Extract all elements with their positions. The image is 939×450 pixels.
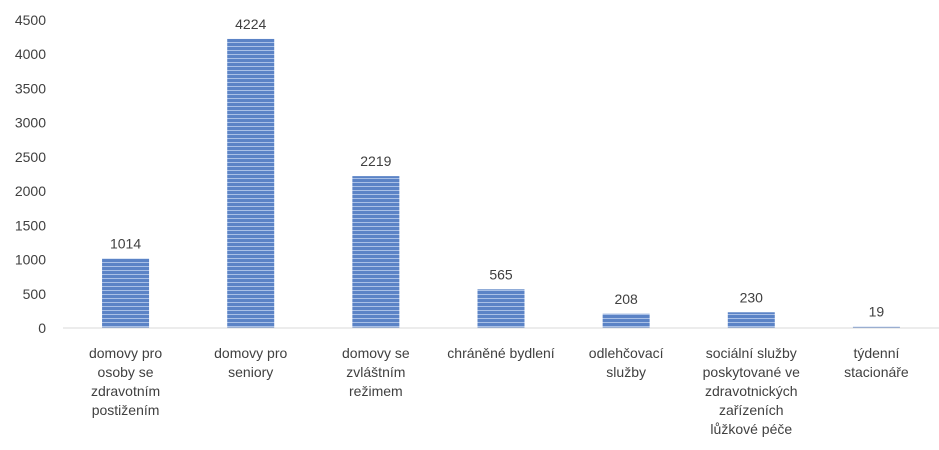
x-tick-label: domovy se zvláštním režimem — [342, 345, 410, 399]
bar — [477, 289, 525, 328]
y-tick-label: 3000 — [15, 115, 46, 131]
data-label: 1014 — [110, 236, 141, 252]
y-tick-label: 4000 — [15, 46, 46, 62]
x-tick-label: chráněné bydlení — [447, 345, 555, 361]
data-label: 565 — [489, 266, 513, 282]
y-tick-label: 1500 — [15, 217, 46, 233]
y-tick-label: 3500 — [15, 80, 46, 96]
data-label: 208 — [614, 291, 638, 307]
x-axis: domovy pro osoby se zdravotním postižením do… — [89, 345, 909, 437]
y-axis: 0 500 1000 1500 2000 2500 3000 3500 4000 4500 — [15, 12, 46, 336]
bar — [852, 326, 900, 328]
data-label: 4224 — [235, 16, 266, 32]
y-tick-label: 2500 — [15, 149, 46, 165]
bar — [102, 258, 150, 328]
x-tick-label: sociální služby poskytované ve zdravotnick… — [703, 345, 800, 437]
data-label: 19 — [869, 304, 885, 320]
x-tick-label: týdenní stacionáře — [844, 345, 909, 380]
x-tick-label: domovy pro osoby se zdravotním postižením — [89, 345, 162, 418]
bar — [227, 38, 275, 329]
bars — [102, 38, 900, 329]
y-tick-label: 0 — [38, 320, 46, 336]
bar — [352, 176, 400, 328]
y-tick-label: 500 — [23, 286, 47, 302]
x-tick-label: domovy pro seniory — [214, 345, 287, 380]
y-tick-label: 2000 — [15, 183, 46, 199]
data-labels: 1014 4224 2219 565 208 230 19 — [110, 16, 884, 320]
y-tick-label: 1000 — [15, 252, 46, 268]
bar — [727, 312, 775, 328]
y-tick-label: 4500 — [15, 12, 46, 28]
data-label: 2219 — [360, 153, 391, 169]
bar — [602, 313, 650, 328]
x-tick-label: odlehčovací služby — [589, 345, 664, 380]
data-label: 230 — [740, 289, 764, 305]
